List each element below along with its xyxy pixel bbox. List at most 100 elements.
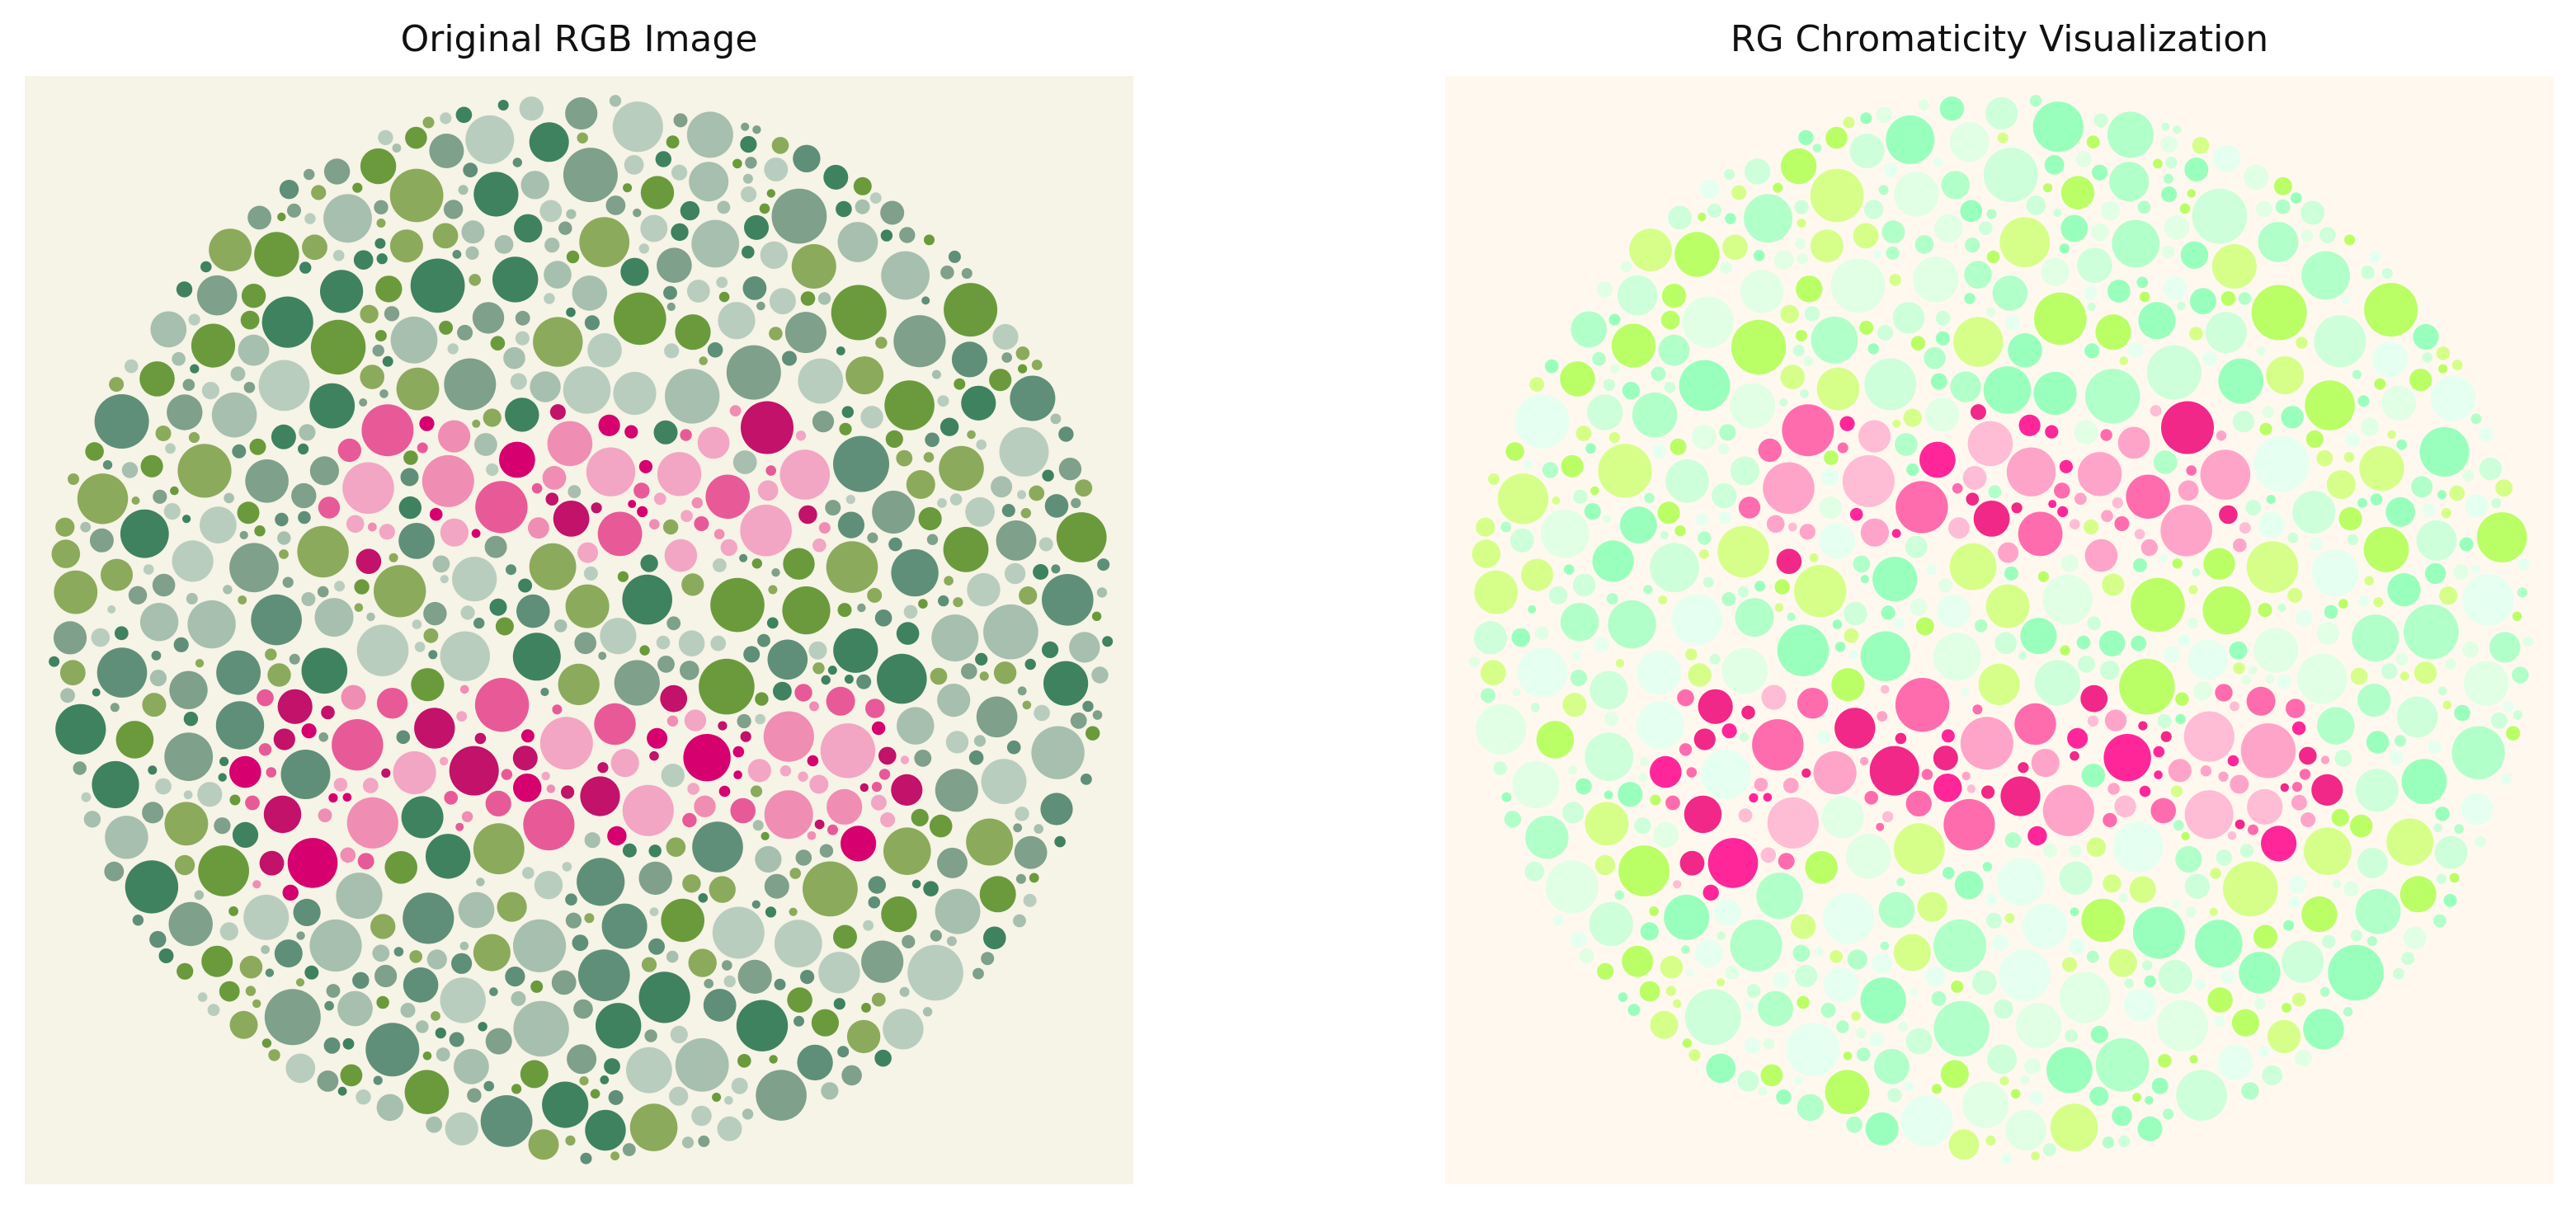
ground-dot bbox=[304, 168, 315, 181]
ground-dot bbox=[1615, 659, 1625, 668]
ground-dot bbox=[1869, 1032, 1885, 1047]
ground-dot bbox=[423, 601, 447, 626]
ground-dot bbox=[1744, 194, 1792, 243]
ground-dot bbox=[473, 617, 485, 629]
ground-dot bbox=[1042, 641, 1059, 659]
ground-dot bbox=[544, 238, 560, 253]
ground-dot bbox=[766, 189, 775, 198]
figure-dot bbox=[2031, 749, 2060, 778]
figure-dot bbox=[628, 500, 637, 509]
ground-dot bbox=[1480, 660, 1506, 686]
ground-dot bbox=[465, 115, 515, 164]
ground-dot bbox=[405, 126, 427, 149]
figure-dot bbox=[1679, 850, 1705, 876]
figure-dot bbox=[356, 548, 382, 574]
ground-dot bbox=[356, 624, 409, 676]
ground-dot bbox=[2175, 713, 2186, 725]
ground-dot bbox=[1685, 648, 1698, 661]
ground-dot bbox=[309, 456, 339, 486]
ground-dot bbox=[800, 970, 815, 985]
ground-dot bbox=[663, 285, 677, 300]
ground-dot bbox=[2022, 903, 2068, 949]
figure-dot bbox=[878, 769, 891, 780]
figure-dot bbox=[513, 774, 542, 802]
ground-dot bbox=[2374, 378, 2386, 390]
ground-dot bbox=[798, 358, 844, 404]
figure-dot bbox=[2178, 480, 2199, 501]
figure-dot bbox=[528, 517, 549, 539]
ground-dot bbox=[764, 873, 789, 899]
ground-dot bbox=[109, 377, 125, 393]
ground-dot bbox=[2319, 986, 2330, 997]
ground-dot bbox=[187, 600, 236, 649]
ground-dot bbox=[1674, 232, 1720, 277]
ground-dot bbox=[1034, 824, 1043, 834]
ground-dot bbox=[2404, 604, 2459, 660]
ground-dot bbox=[131, 496, 140, 505]
ground-dot bbox=[2413, 323, 2439, 350]
ground-dot bbox=[296, 931, 305, 940]
ground-dot bbox=[565, 912, 582, 929]
ground-dot bbox=[172, 351, 186, 366]
ground-dot bbox=[653, 420, 678, 445]
figure-dot bbox=[1933, 774, 1962, 802]
figure-dot bbox=[1673, 880, 1682, 889]
ground-dot bbox=[2238, 292, 2252, 305]
ground-dot bbox=[54, 570, 98, 614]
ground-dot bbox=[918, 599, 928, 609]
ground-dot bbox=[811, 1009, 840, 1037]
ground-dot bbox=[664, 343, 680, 359]
ground-dot bbox=[614, 292, 666, 346]
ground-dot bbox=[105, 816, 148, 859]
ground-dot bbox=[2202, 350, 2217, 366]
ground-dot bbox=[2153, 450, 2178, 474]
ground-dot bbox=[299, 261, 312, 274]
figure-dot bbox=[277, 689, 313, 724]
ground-dot bbox=[1575, 426, 1592, 441]
ground-dot bbox=[337, 990, 373, 1027]
ground-dot bbox=[2059, 971, 2111, 1023]
ground-dot bbox=[2159, 553, 2169, 562]
ground-dot bbox=[1816, 730, 1831, 745]
ground-dot bbox=[930, 667, 948, 685]
ground-dot bbox=[845, 356, 884, 395]
figure-dot bbox=[2018, 414, 2041, 436]
ground-dot bbox=[1823, 892, 1875, 944]
ground-dot bbox=[938, 595, 949, 607]
ground-dot bbox=[1562, 693, 1587, 717]
figure-dot bbox=[2227, 755, 2239, 767]
ground-dot bbox=[1780, 365, 1805, 389]
ground-dot bbox=[2184, 158, 2209, 181]
ground-dot bbox=[1020, 508, 1032, 519]
ground-dot bbox=[565, 1135, 576, 1146]
ground-dot bbox=[2136, 276, 2149, 289]
ground-dot bbox=[2187, 639, 2229, 680]
ground-dot bbox=[661, 764, 685, 788]
ground-dot bbox=[2217, 1044, 2253, 1081]
ground-dot bbox=[1717, 525, 1769, 578]
ground-dot bbox=[68, 473, 79, 485]
ground-dot bbox=[731, 1077, 748, 1094]
ground-dot bbox=[1015, 807, 1029, 821]
ground-dot bbox=[264, 989, 321, 1046]
ground-dot bbox=[1598, 444, 1652, 498]
figure-dot bbox=[2311, 774, 2343, 807]
ground-dot bbox=[285, 1053, 316, 1084]
figure-dot bbox=[1891, 529, 1901, 539]
ground-dot bbox=[1530, 703, 1540, 713]
ground-dot bbox=[975, 652, 988, 666]
ground-dot bbox=[1791, 914, 1816, 939]
ground-dot bbox=[1948, 1129, 1980, 1160]
ground-dot bbox=[473, 823, 525, 875]
ground-dot bbox=[1918, 100, 1929, 111]
ground-dot bbox=[2258, 222, 2299, 262]
ground-dot bbox=[884, 380, 935, 430]
ground-dot bbox=[484, 535, 507, 558]
ground-dot bbox=[2233, 662, 2245, 675]
ground-dot bbox=[1682, 1038, 1693, 1048]
ground-dot bbox=[633, 208, 642, 218]
ground-dot bbox=[742, 1108, 754, 1120]
ground-dot bbox=[2095, 1037, 2150, 1092]
ground-dot bbox=[1031, 360, 1043, 370]
figure-dot bbox=[597, 762, 609, 774]
